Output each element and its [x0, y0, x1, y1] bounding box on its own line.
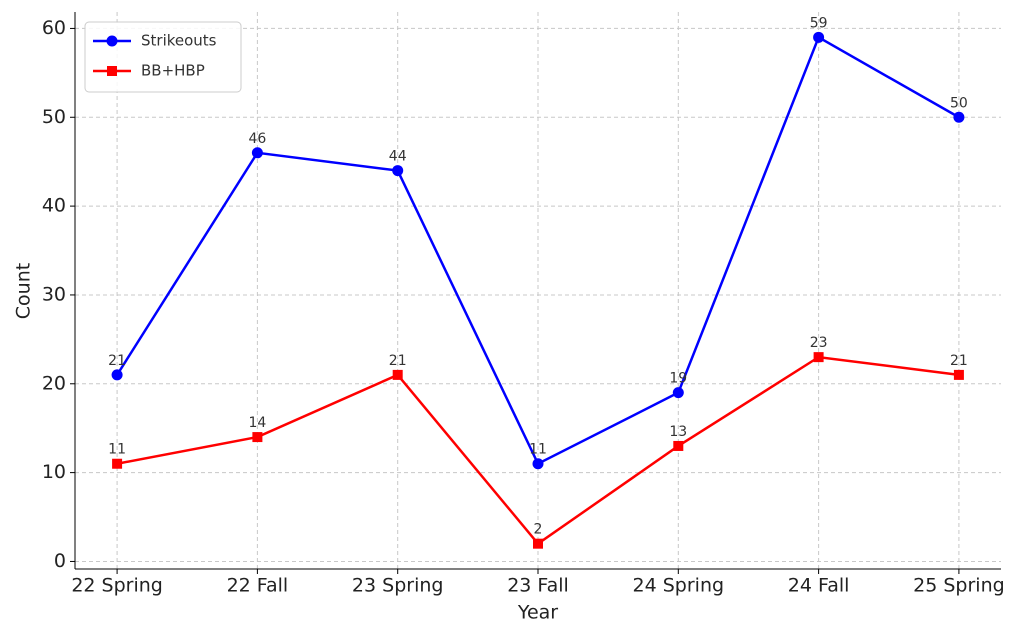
data-label: 2 [534, 522, 543, 538]
x-tick-label: 22 Fall [227, 575, 289, 597]
data-point [111, 369, 123, 381]
y-axis-label: Count [13, 263, 35, 319]
data-point [392, 369, 403, 380]
y-tick-label: 60 [42, 17, 66, 39]
data-point [673, 440, 684, 451]
data-label: 14 [248, 415, 266, 431]
legend-marker [106, 35, 118, 47]
y-tick-label: 50 [42, 106, 66, 128]
x-tick-label: 22 Spring [71, 575, 163, 597]
data-label: 21 [389, 353, 407, 369]
legend-box [84, 21, 242, 93]
data-point [672, 387, 684, 399]
x-tick-label: 24 Fall [788, 575, 850, 597]
x-axis-label: Year [517, 602, 558, 624]
y-tick-label: 0 [54, 550, 66, 572]
data-label: 19 [669, 371, 687, 387]
data-point [251, 147, 263, 159]
data-label: 11 [529, 442, 547, 458]
legend-label: Strikeouts [141, 32, 217, 50]
x-tick-label: 24 Spring [633, 575, 725, 597]
data-label: 46 [248, 131, 266, 147]
data-point [813, 352, 824, 363]
data-label: 11 [108, 442, 126, 458]
data-label: 21 [108, 353, 126, 369]
x-tick-label: 23 Fall [507, 575, 569, 597]
data-label: 13 [669, 424, 687, 440]
x-tick-label: 23 Spring [352, 575, 444, 597]
y-tick-label: 30 [42, 283, 66, 305]
data-label: 44 [389, 149, 407, 165]
data-point [112, 458, 123, 469]
y-tick-label: 20 [42, 372, 66, 394]
data-point [392, 165, 404, 177]
data-point [953, 369, 964, 380]
y-tick-label: 10 [42, 461, 66, 483]
x-tick-label: 25 Spring [913, 575, 1005, 597]
data-point [953, 111, 965, 123]
y-tick-label: 40 [42, 195, 66, 217]
data-label: 59 [810, 15, 828, 31]
data-point [532, 458, 544, 470]
data-point [252, 432, 263, 443]
legend-marker [107, 66, 117, 76]
data-label: 21 [950, 353, 968, 369]
data-point [533, 538, 543, 549]
data-point [813, 31, 825, 43]
data-label: 23 [810, 335, 828, 351]
legend-label: BB+HBP [141, 62, 205, 80]
data-label: 50 [950, 95, 968, 111]
